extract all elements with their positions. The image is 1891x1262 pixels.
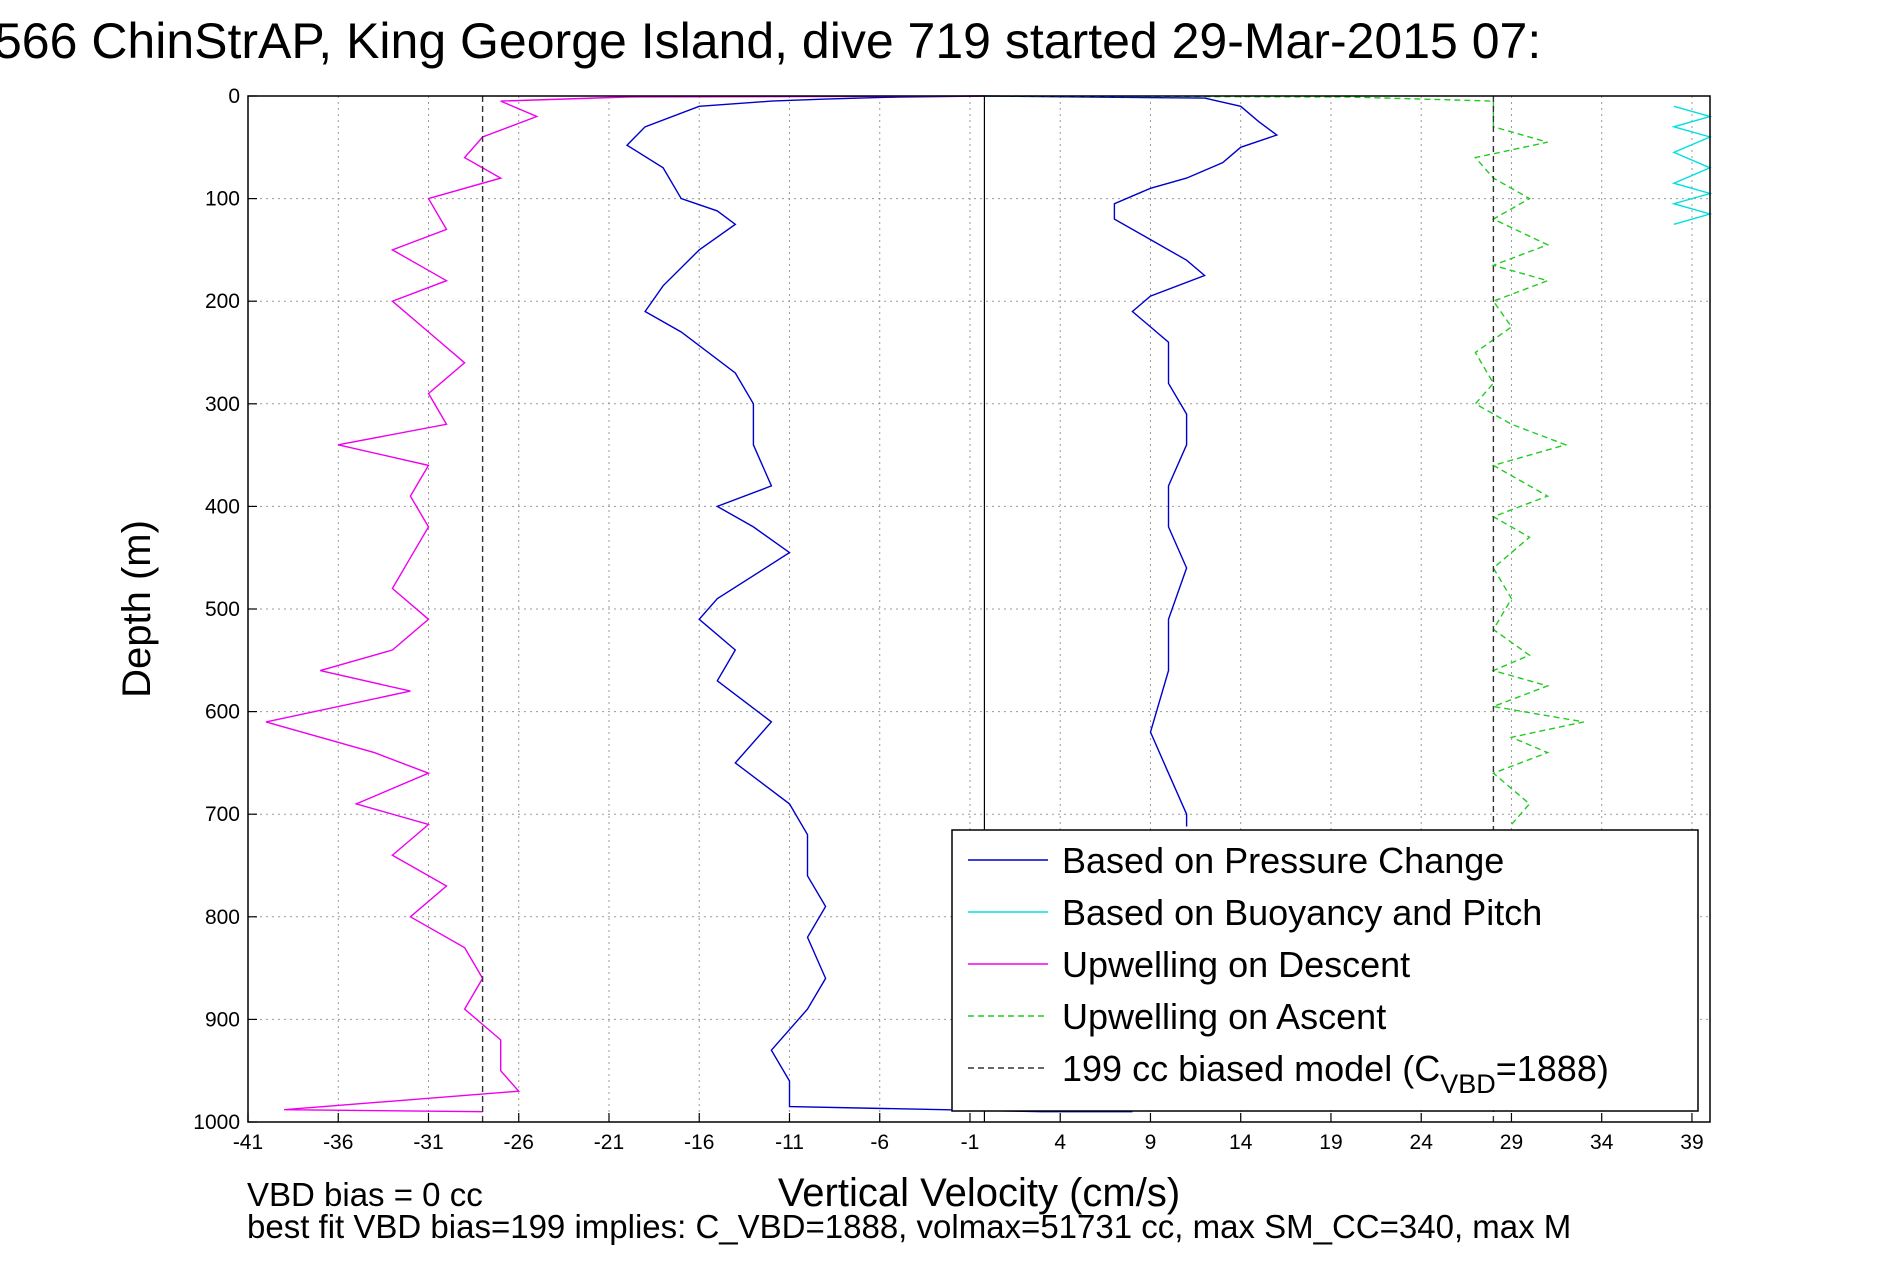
y-tick-label: 500 (205, 598, 240, 621)
y-tick-label: 600 (205, 701, 240, 724)
y-tick-label: 900 (205, 1008, 240, 1031)
x-axis-ticks: -41 -36 -31 -26 -21 -16 -11 -6 -1 4 9 14 19 24 29 34 39 (233, 1113, 1704, 1154)
y-tick-label: 1000 (193, 1111, 240, 1134)
x-tick-label: -31 (413, 1131, 443, 1154)
x-tick-label: 14 (1229, 1131, 1253, 1154)
x-tick-label: 19 (1319, 1131, 1342, 1154)
chart-title: 566 ChinStrAP, King George Island, dive … (0, 13, 1541, 69)
x-tick-label: -1 (961, 1131, 980, 1154)
x-tick-label: 9 (1145, 1131, 1157, 1154)
y-tick-label: 0 (228, 85, 240, 108)
legend-box (951, 829, 1699, 1112)
x-tick-label: 39 (1680, 1131, 1703, 1154)
legend-label: Based on Buoyancy and Pitch (1062, 892, 1542, 933)
y-tick-label: 400 (205, 495, 240, 518)
y-tick-label: 200 (205, 290, 240, 313)
series-line-1 (984, 95, 1279, 827)
legend-label: 199 cc biased model (CVBD=1888) (1062, 1048, 1609, 1099)
x-tick-label: -26 (504, 1131, 534, 1154)
legend-label: Based on Pressure Change (1062, 840, 1504, 881)
y-tick-label: 100 (205, 188, 240, 211)
legend-label: Upwelling on Ascent (1062, 996, 1386, 1037)
series-line-3 (265, 95, 985, 1113)
series-layer (265, 95, 1713, 1122)
series-line-2 (1671, 105, 1713, 225)
y-tick-label: 300 (205, 393, 240, 416)
legend-label: Upwelling on Descent (1062, 944, 1410, 985)
x-tick-label: 29 (1500, 1131, 1523, 1154)
y-tick-label: 700 (205, 803, 240, 826)
y-axis-label: Depth (m) (115, 520, 159, 698)
x-tick-label: 24 (1410, 1131, 1434, 1154)
y-tick-label: 800 (205, 906, 240, 929)
vbd-bias-note: VBD bias = 0 cc (247, 1176, 483, 1213)
x-tick-label: -36 (323, 1131, 353, 1154)
x-tick-label: 34 (1590, 1131, 1614, 1154)
legend: Based on Pressure Change Based on Buoyanc… (951, 829, 1699, 1112)
x-tick-label: 4 (1054, 1131, 1066, 1154)
x-tick-label: -21 (594, 1131, 624, 1154)
series-line-4 (984, 95, 1584, 825)
x-tick-label: -11 (775, 1131, 804, 1154)
best-fit-note: best fit VBD bias=199 implies: C_VBD=188… (247, 1208, 1571, 1245)
x-axis-label: Vertical Velocity (cm/s) (778, 1171, 1180, 1215)
y-axis-ticks: 0 100 200 300 400 500 600 700 800 900 1000 (193, 85, 257, 1134)
x-tick-label: -41 (233, 1131, 263, 1154)
x-tick-label: -16 (684, 1131, 714, 1154)
x-tick-label: -6 (870, 1131, 889, 1154)
series-line-0 (625, 95, 1133, 1113)
